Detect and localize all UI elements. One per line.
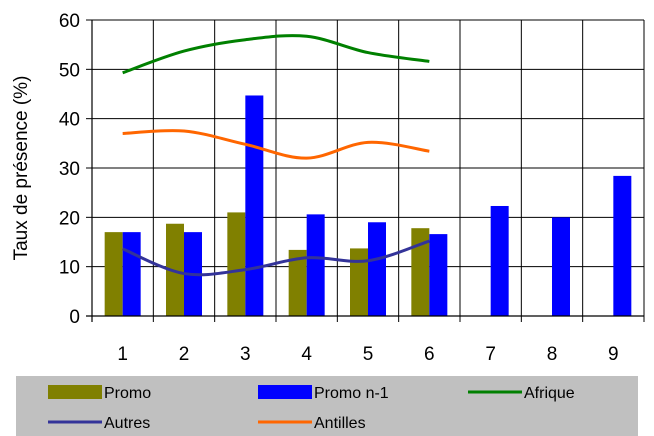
legend: Promo Promo n-1 Afrique Autres Antilles bbox=[48, 385, 575, 432]
bar-promo-n-1 bbox=[245, 95, 264, 316]
y-tick-label: 50 bbox=[59, 60, 80, 81]
legend-label-antilles: Antilles bbox=[314, 415, 366, 432]
bar-promo-n-1 bbox=[122, 232, 141, 316]
line-afrique bbox=[122, 34, 430, 75]
y-axis-title: Taux de présence (%) bbox=[11, 76, 32, 261]
lines bbox=[122, 34, 430, 277]
legend-swatch-promo bbox=[48, 385, 102, 399]
legend-swatch-promo-n-1 bbox=[258, 385, 312, 399]
bar-promo-n-1 bbox=[490, 205, 509, 316]
y-tick-label: 40 bbox=[59, 110, 80, 131]
y-tick-label: 30 bbox=[59, 159, 80, 180]
y-tick-label: 60 bbox=[59, 11, 80, 32]
x-tick-label: 9 bbox=[608, 344, 619, 365]
bar-promo bbox=[288, 249, 307, 316]
bar-promo-n-1 bbox=[368, 222, 386, 316]
y-tick-label: 20 bbox=[59, 208, 80, 229]
x-tick-label: 3 bbox=[240, 344, 251, 365]
bar-promo bbox=[350, 248, 368, 316]
x-tick-label: 6 bbox=[424, 344, 435, 365]
legend-label-promo: Promo bbox=[104, 385, 151, 402]
bar-promo-n-1 bbox=[613, 175, 632, 316]
tick-labels: 0 10 20 30 40 50 60 1 2 3 4 5 6 7 8 9 bbox=[59, 11, 619, 365]
bar-promo-n-1 bbox=[429, 234, 448, 316]
x-tick-label: 7 bbox=[485, 344, 496, 365]
line-autres bbox=[122, 239, 430, 277]
x-tick-label: 1 bbox=[117, 344, 128, 365]
bar-promo bbox=[227, 212, 246, 316]
bar-promo-n-1 bbox=[552, 217, 570, 316]
line-antilles bbox=[122, 129, 430, 160]
x-tick-label: 4 bbox=[301, 344, 312, 365]
bar-promo-n-1 bbox=[306, 214, 325, 316]
bar-promo bbox=[104, 232, 123, 316]
x-tick-label: 5 bbox=[363, 344, 374, 365]
y-tick-label: 10 bbox=[59, 258, 80, 279]
legend-label-autres: Autres bbox=[104, 415, 150, 432]
x-tick-label: 2 bbox=[179, 344, 190, 365]
x-tick-label: 8 bbox=[547, 344, 558, 365]
bar-promo bbox=[411, 228, 430, 316]
legend-label-promo-n-1: Promo n-1 bbox=[314, 385, 389, 402]
axes bbox=[86, 19, 645, 322]
legend-label-afrique: Afrique bbox=[524, 385, 575, 402]
legend-box bbox=[16, 376, 638, 436]
y-tick-label: 0 bbox=[69, 307, 80, 328]
